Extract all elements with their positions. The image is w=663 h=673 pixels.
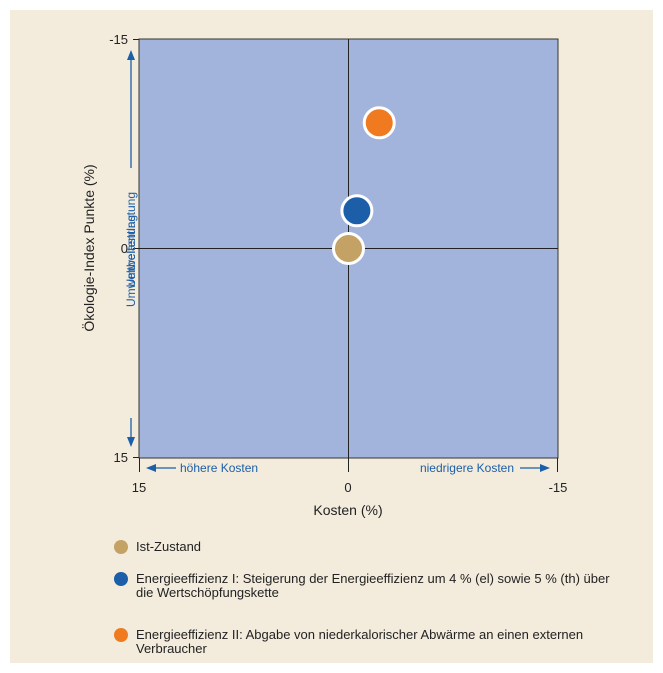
annotation-up-label: Umweltentlastung xyxy=(124,192,138,287)
legend-dot xyxy=(114,540,128,554)
point-energieeffizienz-1 xyxy=(340,194,374,228)
x-tick-label: 0 xyxy=(344,480,351,495)
x-tick-label: -15 xyxy=(549,480,568,495)
legend-dot xyxy=(114,628,128,642)
y-tick-label: 15 xyxy=(114,450,128,465)
annotation-up xyxy=(127,50,135,168)
point-energieeffizienz-2 xyxy=(362,106,396,140)
legend-label: Energieeffizienz II: Abgabe von niederka… xyxy=(136,627,584,656)
annotation-left xyxy=(146,464,176,472)
annotation-right xyxy=(520,464,550,472)
x-tick-label: 15 xyxy=(132,480,146,495)
y-axis-title: Ökologie-Index Punkte (%) xyxy=(80,164,97,331)
annotation-left-label: höhere Kosten xyxy=(180,461,258,475)
annotation-down-label: Umweltbelastung xyxy=(124,215,138,307)
annotation-down xyxy=(127,418,135,447)
point-ist-zustand xyxy=(332,232,365,265)
y-tick-label: 0 xyxy=(121,241,128,256)
legend-dot xyxy=(114,572,128,586)
y-tick-label: -15 xyxy=(109,32,128,47)
data-points xyxy=(332,106,396,265)
x-axis-title: Kosten (%) xyxy=(313,502,382,518)
legend-label: Energieeffizienz I: Steigerung der Energ… xyxy=(136,571,610,600)
legend-label: Ist-Zustand xyxy=(136,539,202,554)
annotation-right-label: niedrigere Kosten xyxy=(420,461,514,475)
